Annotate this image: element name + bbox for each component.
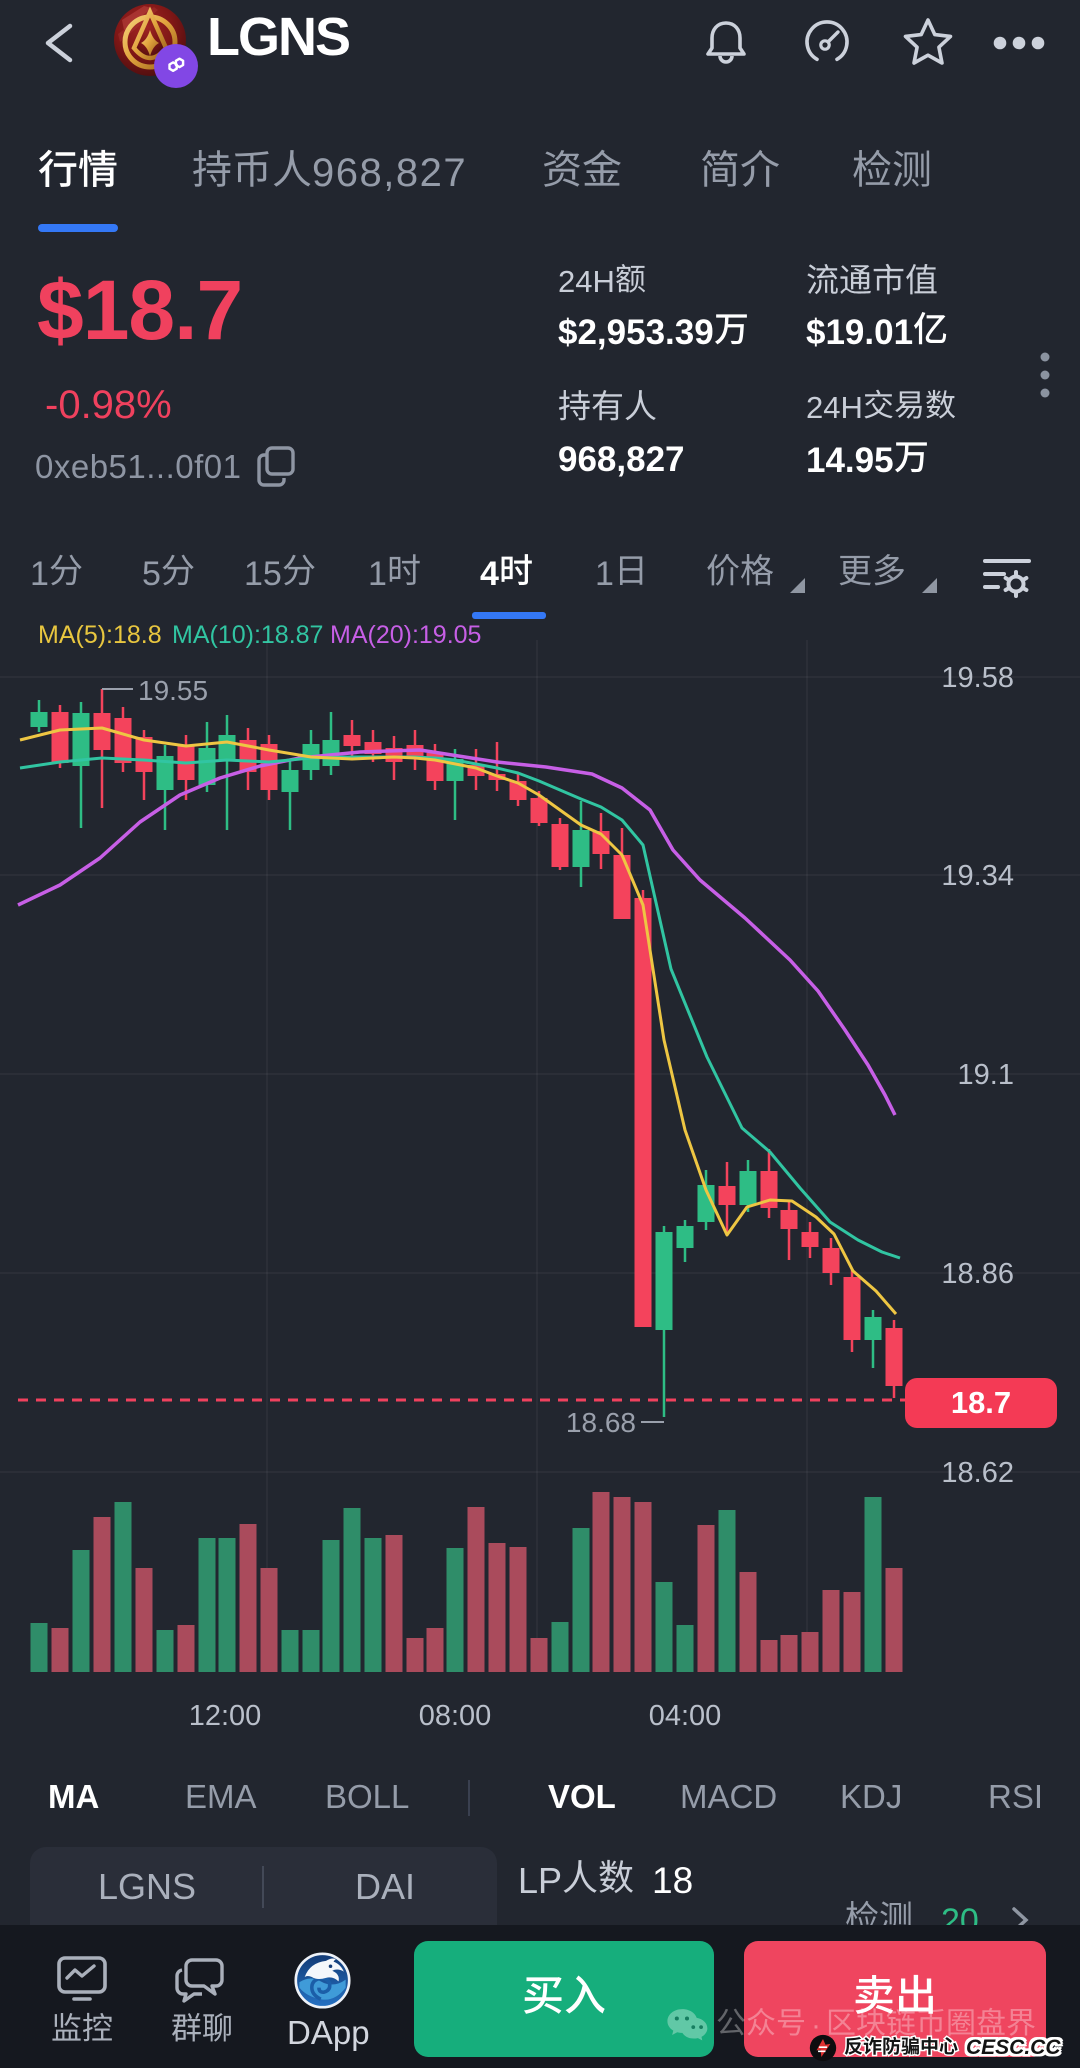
svg-text:19.55: 19.55 [138, 675, 208, 706]
svg-text:19.58: 19.58 [941, 662, 1014, 694]
svg-text:19.34: 19.34 [941, 860, 1014, 892]
svg-text:19.1: 19.1 [958, 1059, 1014, 1091]
svg-text:18.7: 18.7 [951, 1385, 1011, 1420]
svg-text:04:00: 04:00 [649, 1700, 722, 1732]
svg-text:12:00: 12:00 [189, 1700, 262, 1732]
svg-text:08:00: 08:00 [419, 1700, 492, 1732]
svg-text:18.86: 18.86 [941, 1258, 1014, 1290]
svg-text:18.62: 18.62 [941, 1457, 1014, 1489]
svg-text:18.68: 18.68 [566, 1407, 636, 1438]
